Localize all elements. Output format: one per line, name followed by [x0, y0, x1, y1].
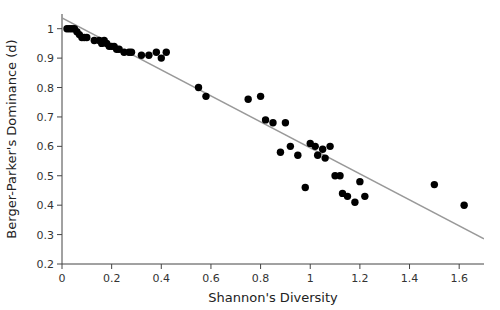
- y-tick-label: 0.5: [37, 170, 55, 183]
- scatter-point: [195, 84, 202, 91]
- scatter-point: [153, 49, 160, 56]
- scatter-points: [63, 25, 468, 209]
- y-tick: [57, 87, 62, 88]
- y-tick: [57, 175, 62, 176]
- scatter-point: [312, 143, 319, 150]
- scatter-point: [344, 193, 351, 200]
- scatter-point: [163, 49, 170, 56]
- scatter-point: [351, 199, 358, 206]
- x-tick: [459, 264, 460, 269]
- x-axis-line: [62, 264, 484, 265]
- scatter-point: [277, 149, 284, 156]
- scatter-point: [158, 54, 165, 61]
- y-tick: [57, 234, 62, 235]
- y-tick-label: 0.8: [37, 82, 55, 95]
- y-tick: [57, 58, 62, 59]
- x-tick: [111, 264, 112, 269]
- scatter-point: [262, 116, 269, 123]
- scatter-point: [294, 151, 301, 158]
- chart-container: 0 0.2 0.4 0.6 0.8 1 1.2 1.4 1.6 0.2 0.3 0.4 0.5 0.6 0.…: [0, 0, 500, 310]
- x-tick: [260, 264, 261, 269]
- y-tick: [57, 116, 62, 117]
- y-tick: [57, 205, 62, 206]
- x-tick-label: 1: [307, 272, 314, 285]
- scatter-point: [431, 181, 438, 188]
- y-tick-label: 1: [47, 23, 54, 36]
- scatter-point: [326, 143, 333, 150]
- y-tick-label: 0.6: [37, 140, 55, 153]
- y-tick-label: 0.7: [37, 111, 55, 124]
- scatter-point: [287, 143, 294, 150]
- x-tick: [310, 264, 311, 269]
- scatter-point: [314, 151, 321, 158]
- x-tick-label: 0.8: [252, 272, 270, 285]
- scatter-point: [460, 201, 467, 208]
- x-tick: [161, 264, 162, 269]
- scatter-point: [257, 93, 264, 100]
- regression-line: [62, 18, 484, 239]
- scatter-point: [319, 146, 326, 153]
- axes: 0 0.2 0.4 0.6 0.8 1 1.2 1.4 1.6 0.2 0.3 0.4 0.5 0.6 0.…: [37, 14, 485, 285]
- y-axis-label: Berger-Parker's Dominance (d): [4, 39, 19, 238]
- x-tick: [409, 264, 410, 269]
- y-tick: [57, 264, 62, 265]
- chart: 0 0.2 0.4 0.6 0.8 1 1.2 1.4 1.6 0.2 0.3 0.4 0.5 0.6 0.…: [0, 0, 500, 310]
- x-tick-label: 1.6: [450, 272, 468, 285]
- scatter-point: [282, 119, 289, 126]
- scatter-point: [244, 96, 251, 103]
- x-axis-label: Shannon's Diversity: [208, 290, 338, 305]
- x-tick-label: 0.6: [202, 272, 220, 285]
- x-tick-label: 0.2: [103, 272, 121, 285]
- x-tick-label: 1.2: [351, 272, 369, 285]
- plot-area: [62, 18, 484, 239]
- scatter-point: [302, 184, 309, 191]
- scatter-point: [356, 178, 363, 185]
- scatter-point: [361, 193, 368, 200]
- scatter-point: [269, 119, 276, 126]
- scatter-point: [145, 51, 152, 58]
- page: {"chart_data": { "type": "scatter", "xla…: [0, 0, 500, 310]
- x-tick: [62, 264, 63, 269]
- x-tick: [359, 264, 360, 269]
- scatter-point: [138, 51, 145, 58]
- x-tick-label: 0.4: [153, 272, 171, 285]
- scatter-point: [83, 34, 90, 41]
- y-axis-line: [62, 14, 63, 264]
- y-tick-label: 0.3: [37, 229, 55, 242]
- scatter-point: [202, 93, 209, 100]
- scatter-point: [321, 154, 328, 161]
- y-tick-label: 0.2: [37, 258, 55, 271]
- x-tick-label: 0: [59, 272, 66, 285]
- y-tick-label: 0.9: [37, 52, 55, 65]
- y-tick-label: 0.4: [37, 199, 55, 212]
- scatter-point: [336, 172, 343, 179]
- y-tick: [57, 146, 62, 147]
- x-tick-label: 1.4: [401, 272, 419, 285]
- scatter-point: [128, 49, 135, 56]
- x-tick: [210, 264, 211, 269]
- y-tick: [57, 28, 62, 29]
